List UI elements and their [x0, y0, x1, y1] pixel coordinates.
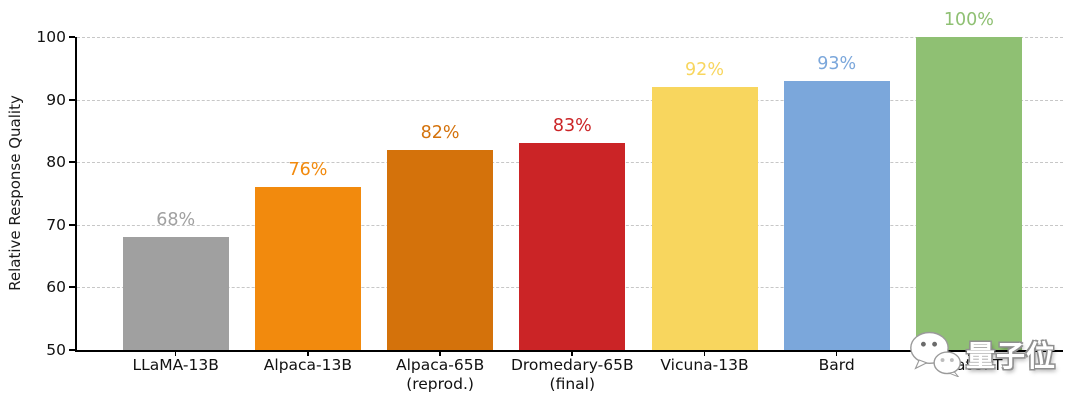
bar-value-label: 76%	[288, 160, 328, 181]
watermark-text: 量子位	[966, 340, 1057, 373]
x-tick-label: Vicuna-13B	[660, 356, 749, 374]
y-tick-mark	[69, 286, 75, 289]
bar-Alpaca-13B	[254, 187, 361, 350]
x-tick-mark	[439, 352, 441, 356]
bar-value-label: 68%	[156, 210, 196, 231]
x-tick-mark	[967, 352, 970, 356]
bar-Alpaca-65B	[387, 149, 494, 350]
bar-value-label: 92%	[685, 60, 724, 81]
y-axis-title: Relative Response Quality	[6, 95, 24, 291]
x-tick-label: Bard	[818, 356, 855, 374]
x-tick-label: LLaMA-13B	[132, 356, 219, 374]
wechat-icon	[910, 331, 961, 377]
gridline	[77, 37, 1063, 38]
y-tick-mark	[69, 223, 75, 226]
bar-ChatGPT	[915, 37, 1022, 350]
watermark: 量子位	[908, 330, 1056, 377]
y-tick-mark	[69, 161, 75, 164]
gridline	[77, 99, 1063, 101]
bar-Bard	[783, 80, 890, 350]
x-tick-label: Alpaca-13B	[263, 356, 352, 374]
y-tick-mark	[69, 36, 75, 38]
x-tick-mark	[174, 352, 177, 356]
y-tick-label: 80	[46, 153, 66, 172]
x-tick-mark	[703, 352, 706, 356]
y-tick-label: 70	[46, 215, 66, 234]
y-tick-mark	[69, 98, 75, 101]
y-tick-mark	[69, 349, 75, 351]
bar-LLaMA-13B	[122, 237, 229, 350]
x-tick-mark	[306, 352, 309, 356]
x-tick-mark	[835, 352, 838, 356]
x-tick-label: Alpaca-65B (reprod.)	[395, 356, 485, 393]
bar-value-label: 93%	[817, 53, 857, 74]
bar-value-label: 82%	[420, 122, 460, 143]
y-tick-label: 100	[36, 28, 66, 46]
bar-Dromedary-65B	[519, 143, 626, 350]
y-tick-label: 90	[46, 90, 66, 109]
plot-area: 68% 76% 82% 83% 92% 93% 100%	[75, 10, 1063, 352]
x-tick-mark	[571, 352, 574, 356]
y-tick-label: 60	[46, 278, 66, 297]
bar-value-label: 83%	[552, 116, 592, 137]
bar-Vicuna-13B	[651, 87, 758, 350]
y-tick-label: 50	[46, 341, 66, 359]
bar-value-label: 100%	[943, 10, 994, 30]
x-tick-label: Dromedary-65B (final)	[510, 356, 634, 393]
